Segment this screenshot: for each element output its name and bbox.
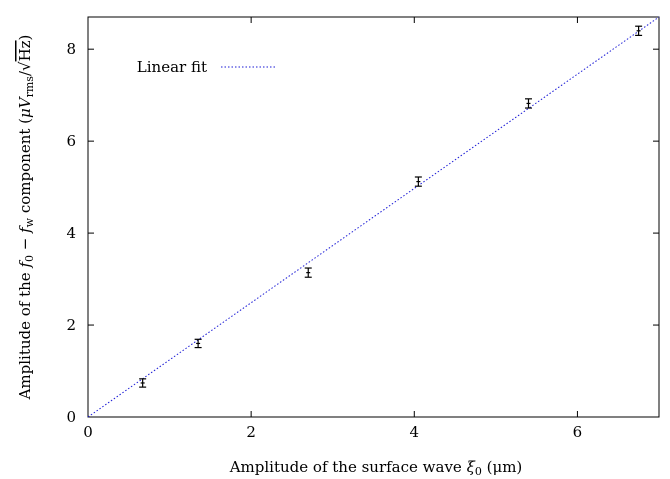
axis-ticks: 0 2 4 6 0 2 4 6 8 [66, 17, 659, 441]
data-point [524, 98, 532, 109]
x-tick-label: 0 [83, 423, 93, 441]
y-tick-label: 0 [66, 408, 76, 426]
x-axis-label: Amplitude of the surface wave ξ0 (μm) [229, 458, 523, 478]
data-point [414, 176, 422, 187]
legend-label-linear-fit: Linear fit [137, 58, 207, 76]
x-tick-label: 6 [573, 423, 583, 441]
data-point [304, 267, 312, 278]
plot-frame [87, 16, 660, 418]
fit-line [87, 16, 660, 418]
data-point [635, 25, 643, 36]
y-tick-label: 8 [66, 40, 76, 58]
x-tick-label: 4 [410, 423, 420, 441]
y-tick-label: 4 [66, 224, 76, 242]
data-points-group [139, 25, 643, 388]
y-axis-label: Amplitude of the f0 − fw component (μVrm… [16, 35, 36, 401]
legend: Linear fit [137, 58, 276, 76]
y-tick-label: 6 [66, 132, 76, 150]
x-tick-label: 2 [246, 423, 256, 441]
data-point [194, 338, 202, 349]
data-point [139, 378, 147, 388]
fit-line-group [87, 16, 660, 418]
y-tick-label: 2 [66, 316, 76, 334]
